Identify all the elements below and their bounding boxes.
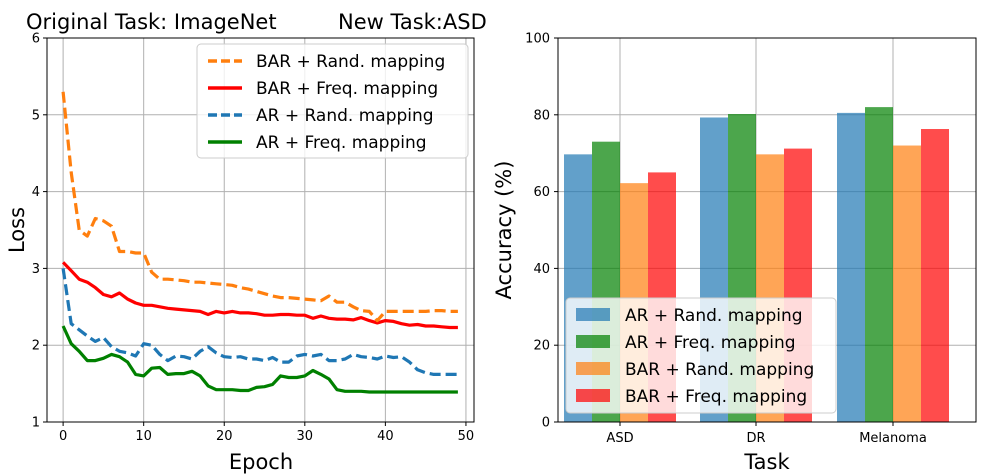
loss-chart-frame xyxy=(46,37,475,423)
title-new-task: New Task:ASD xyxy=(338,10,487,34)
accuracy-x-tick-label: DR xyxy=(746,431,765,446)
loss-y-tick-label: 1 xyxy=(32,416,40,431)
loss-chart-legend: BAR + Rand. mapping BAR + Freq. mapping … xyxy=(196,43,469,159)
accuracy-legend-label-bar-freq: BAR + Freq. mapping xyxy=(625,387,807,407)
loss-legend-label-ar-rand: AR + Rand. mapping xyxy=(256,106,434,126)
legend-swatch-ar-rand xyxy=(576,308,610,321)
accuracy-y-tick-label: 60 xyxy=(533,185,550,200)
accuracy-chart-x-ticks: ASD DR Melanoma xyxy=(606,422,927,446)
loss-line-chart: 0 10 20 30 40 50 1 2 3 4 5 6 Epoch Loss BAR + Rand… xyxy=(5,32,475,474)
accuracy-chart-legend: AR + Rand. mapping AR + Freq. mapping BA… xyxy=(565,297,837,414)
title-original-task: Original Task: ImageNet xyxy=(26,10,277,34)
accuracy-chart-y-ticks: 0 20 40 60 80 100 xyxy=(525,32,558,431)
accuracy-legend-label-ar-rand: AR + Rand. mapping xyxy=(625,306,803,326)
loss-y-tick-label: 2 xyxy=(32,339,40,354)
accuracy-bar-melanoma-bar-freq-mapping xyxy=(921,129,949,422)
accuracy-x-tick-label: Melanoma xyxy=(859,431,927,446)
accuracy-y-tick-label: 0 xyxy=(542,416,550,431)
accuracy-x-tick-label: ASD xyxy=(606,431,633,446)
accuracy-bar-melanoma-bar-rand-mapping xyxy=(893,145,921,422)
loss-legend-label-bar-rand: BAR + Rand. mapping xyxy=(256,52,445,72)
loss-series-line-ar-freq-mapping xyxy=(61,325,458,394)
loss-legend-label-bar-freq: BAR + Freq. mapping xyxy=(256,79,438,99)
loss-legend-box xyxy=(196,43,469,159)
loss-legend-label-ar-freq: AR + Freq. mapping xyxy=(256,133,427,153)
loss-series-line-bar-freq-mapping xyxy=(61,261,458,330)
loss-y-tick-label: 3 xyxy=(32,262,40,277)
accuracy-bar-melanoma-ar-freq-mapping xyxy=(865,107,893,423)
loss-x-axis-label: Epoch xyxy=(229,450,293,474)
loss-chart-y-ticks: 1 2 3 4 5 6 xyxy=(32,32,47,431)
loss-chart-x-ticks: 0 10 20 30 40 50 xyxy=(59,422,474,444)
loss-y-tick-label: 5 xyxy=(32,108,40,123)
accuracy-legend-box xyxy=(565,297,837,414)
loss-x-tick-label: 30 xyxy=(297,429,314,444)
legend-swatch-ar-freq xyxy=(576,335,610,348)
loss-y-tick-label: 6 xyxy=(32,32,40,47)
loss-chart-series xyxy=(61,91,458,394)
accuracy-y-tick-label: 100 xyxy=(525,32,550,47)
loss-x-tick-label: 20 xyxy=(216,429,233,444)
accuracy-chart-frame xyxy=(557,37,977,423)
loss-series-line-bar-rand-mapping xyxy=(61,91,458,323)
loss-x-tick-label: 50 xyxy=(458,429,475,444)
legend-swatch-bar-rand xyxy=(576,362,610,375)
accuracy-y-tick-label: 40 xyxy=(533,262,550,277)
loss-x-tick-label: 0 xyxy=(59,429,67,444)
accuracy-y-tick-label: 80 xyxy=(533,108,550,123)
loss-x-tick-label: 40 xyxy=(377,429,394,444)
loss-y-tick-label: 4 xyxy=(32,185,40,200)
accuracy-x-axis-label: Task xyxy=(743,450,790,474)
loss-y-axis-label: Loss xyxy=(5,207,29,253)
accuracy-bar-melanoma-ar-rand-mapping xyxy=(837,112,865,422)
accuracy-y-tick-label: 20 xyxy=(533,339,550,354)
accuracy-y-axis-label: Accuracy (%) xyxy=(492,161,516,300)
accuracy-legend-label-ar-freq: AR + Freq. mapping xyxy=(625,333,796,353)
loss-series-line-ar-rand-mapping xyxy=(61,268,458,376)
accuracy-legend-label-bar-rand: BAR + Rand. mapping xyxy=(625,360,814,380)
legend-swatch-bar-freq xyxy=(576,389,610,402)
loss-x-tick-label: 10 xyxy=(135,429,152,444)
accuracy-bar-chart: ASD DR Melanoma 0 20 40 60 80 100 Task Accuracy… xyxy=(492,32,977,474)
